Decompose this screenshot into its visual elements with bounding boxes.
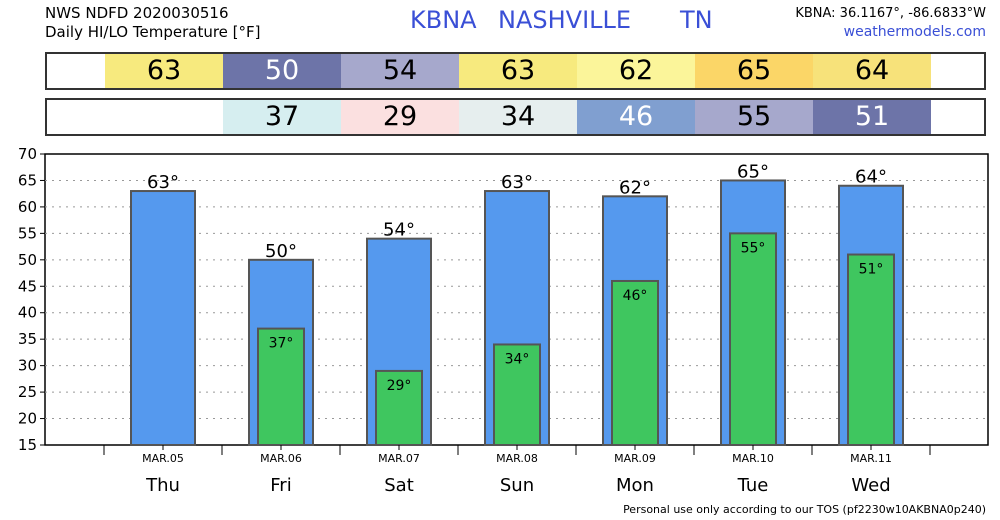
- high-temp-cell: 65: [695, 54, 813, 88]
- low-temp-cell: [105, 100, 223, 134]
- high-temp-label: 50°: [265, 241, 297, 262]
- low-temp-label: 29°: [387, 378, 412, 394]
- low-temp-cell: 55: [695, 100, 813, 134]
- high-temp-cell: 62: [577, 54, 695, 88]
- station-id: KBNA: [410, 6, 477, 34]
- y-tick-label: 25: [18, 383, 37, 401]
- day-label: Thu: [145, 475, 180, 496]
- low-temp-cell: 34: [459, 100, 577, 134]
- low-temp-bar: [257, 327, 305, 447]
- date-label: MAR.07: [378, 452, 420, 465]
- low-temp-label: 46°: [623, 288, 648, 304]
- high-temp-strip: 63 50 54 63 62 65 64: [45, 52, 986, 90]
- high-temp-label: 62°: [619, 177, 651, 198]
- footer-note: Personal use only according to our TOS (…: [623, 503, 986, 516]
- low-temp-cell: 29: [341, 100, 459, 134]
- date-label: MAR.06: [260, 452, 302, 465]
- y-tick-label: 50: [18, 251, 37, 269]
- day-label: Tue: [737, 475, 769, 496]
- station-coords: KBNA: 36.1167°, -86.6833°W: [795, 6, 986, 21]
- high-temp-cell: 63: [105, 54, 223, 88]
- high-temp-label: 63°: [501, 172, 533, 193]
- site-link[interactable]: weathermodels.com: [843, 24, 986, 40]
- header-right: KBNA: 36.1167°, -86.6833°W weathermodels…: [795, 4, 986, 42]
- product-title: NWS NDFD 2020030516: [45, 4, 229, 22]
- y-tick-label: 15: [18, 436, 37, 454]
- high-temp-label: 64°: [855, 167, 887, 188]
- y-tick-label: 65: [18, 171, 37, 189]
- low-temp-cell: 37: [223, 100, 341, 134]
- y-tick-label: 40: [18, 304, 37, 322]
- high-temp-cell: 63: [459, 54, 577, 88]
- day-label: Mon: [616, 475, 654, 496]
- low-temp-cell: 51: [813, 100, 931, 134]
- low-temp-bar: [847, 253, 895, 447]
- high-temp-bar: [130, 190, 196, 446]
- y-tick-label: 35: [18, 330, 37, 348]
- chart-subtitle: Daily HI/LO Temperature [°F]: [45, 23, 261, 41]
- high-temp-cell: 54: [341, 54, 459, 88]
- station-title: KBNA NASHVILLE TN: [380, 6, 740, 118]
- low-temp-label: 37°: [269, 336, 294, 352]
- low-temp-bar: [729, 232, 777, 447]
- y-tick-label: 70: [18, 145, 37, 163]
- state-name: TN: [680, 6, 713, 34]
- low-temp-bar: [375, 369, 423, 446]
- low-temp-cell: 46: [577, 100, 695, 134]
- temperature-chart: 15 20 25 30 35 40 45 50 55 60 65 70 63° MAR.05 Thu 50° 3…: [18, 145, 989, 496]
- day-label: Sun: [500, 475, 534, 496]
- day-label: Sat: [384, 475, 414, 496]
- low-temp-label: 51°: [859, 262, 884, 278]
- date-label: MAR.08: [496, 452, 538, 465]
- day-label: Fri: [270, 475, 291, 496]
- low-temp-strip: 37 29 34 46 55 51: [45, 98, 986, 136]
- high-temp-label: 63°: [147, 172, 179, 193]
- date-label: MAR.10: [732, 452, 774, 465]
- date-label: MAR.09: [614, 452, 656, 465]
- y-tick-label: 45: [18, 277, 37, 295]
- header-left: NWS NDFD 2020030516 Daily HI/LO Temperat…: [45, 4, 261, 42]
- y-tick-label: 60: [18, 198, 37, 216]
- y-tick-label: 55: [18, 224, 37, 242]
- y-tick-label: 30: [18, 357, 37, 375]
- city-name: NASHVILLE: [498, 6, 632, 34]
- high-temp-label: 54°: [383, 220, 415, 241]
- y-tick-label: 20: [18, 410, 37, 428]
- date-label: MAR.05: [142, 452, 184, 465]
- day-label: Wed: [851, 475, 890, 496]
- date-label: MAR.11: [850, 452, 892, 465]
- low-temp-label: 34°: [505, 351, 530, 367]
- low-temp-bar: [611, 279, 659, 446]
- high-temp-cell: 50: [223, 54, 341, 88]
- high-temp-label: 65°: [737, 161, 769, 182]
- high-temp-cell: 64: [813, 54, 931, 88]
- low-temp-label: 55°: [741, 240, 766, 256]
